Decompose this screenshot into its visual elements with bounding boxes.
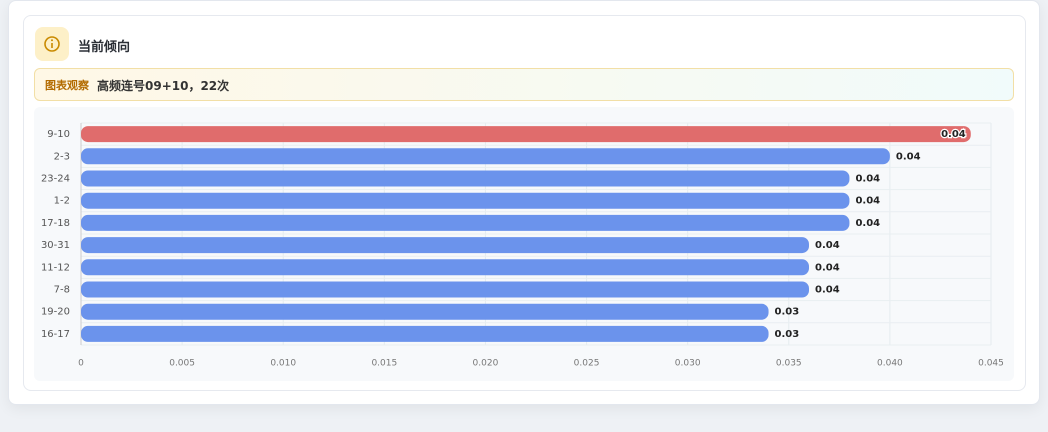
- y-tick-label: 17-18: [41, 218, 70, 229]
- bar: [81, 303, 769, 320]
- y-tick-label: 1-2: [54, 196, 70, 207]
- value-label: 0.04: [896, 151, 921, 162]
- header-title: 当前倾向: [78, 40, 131, 55]
- info-icon: [35, 27, 69, 61]
- y-tick-label: 19-20: [41, 307, 70, 318]
- x-tick-label: 0.020: [473, 359, 499, 369]
- y-tick-label: 16-17: [41, 329, 70, 340]
- value-label: 0.04: [855, 174, 880, 185]
- value-label: 0.04: [815, 285, 840, 296]
- observation: 图表观察 高频连号09+10，22次: [34, 68, 1014, 101]
- value-label: 0.04: [941, 129, 966, 140]
- x-tick-label: 0.015: [371, 359, 397, 369]
- value-label: 0.04: [855, 218, 880, 229]
- x-tick-label: 0.045: [978, 359, 1004, 369]
- bar: [81, 126, 971, 143]
- inner-card: 当前倾向 图表观察 高频连号09+10，22次 0 0.005 0.010 0.015…: [23, 15, 1026, 391]
- x-tick-label: 0.035: [776, 359, 802, 369]
- y-tick-label: 9-10: [47, 129, 70, 140]
- y-tick-label: 2-3: [54, 151, 70, 162]
- x-tick-label: 0.040: [877, 359, 903, 369]
- bar: [81, 170, 850, 187]
- value-label: 0.04: [855, 196, 880, 207]
- observation-badge: 图表观察: [45, 79, 89, 92]
- bar: [81, 259, 809, 276]
- value-label: 0.03: [775, 307, 800, 318]
- bar: [81, 214, 850, 231]
- bar: [81, 192, 850, 209]
- value-label: 0.03: [775, 329, 800, 340]
- y-tick-label: 30-31: [41, 240, 70, 251]
- value-label: 0.04: [815, 262, 840, 273]
- y-tick-label: 23-24: [41, 174, 70, 185]
- bar: [81, 148, 890, 165]
- x-tick-label: 0.025: [574, 359, 600, 369]
- outer-card: 当前倾向 图表观察 高频连号09+10，22次 0 0.005 0.010 0.015…: [8, 0, 1040, 405]
- y-tick-label: 11-12: [41, 262, 70, 273]
- x-tick-label: 0: [78, 359, 84, 369]
- info-glyph: [44, 36, 60, 52]
- x-tick-label: 0.030: [675, 359, 701, 369]
- x-tick-label: 0.010: [270, 359, 296, 369]
- chart: 0 0.005 0.010 0.015 0.020 0.025 0.030 0.035 0.04…: [34, 107, 1014, 381]
- value-label: 0.04: [815, 240, 840, 251]
- bar: [81, 281, 809, 298]
- bar: [81, 237, 809, 254]
- bar: [81, 325, 769, 342]
- y-tick-label: 7-8: [54, 285, 70, 296]
- x-tick-label: 0.005: [169, 359, 195, 369]
- observation-text: 高频连号09+10，22次: [97, 79, 230, 93]
